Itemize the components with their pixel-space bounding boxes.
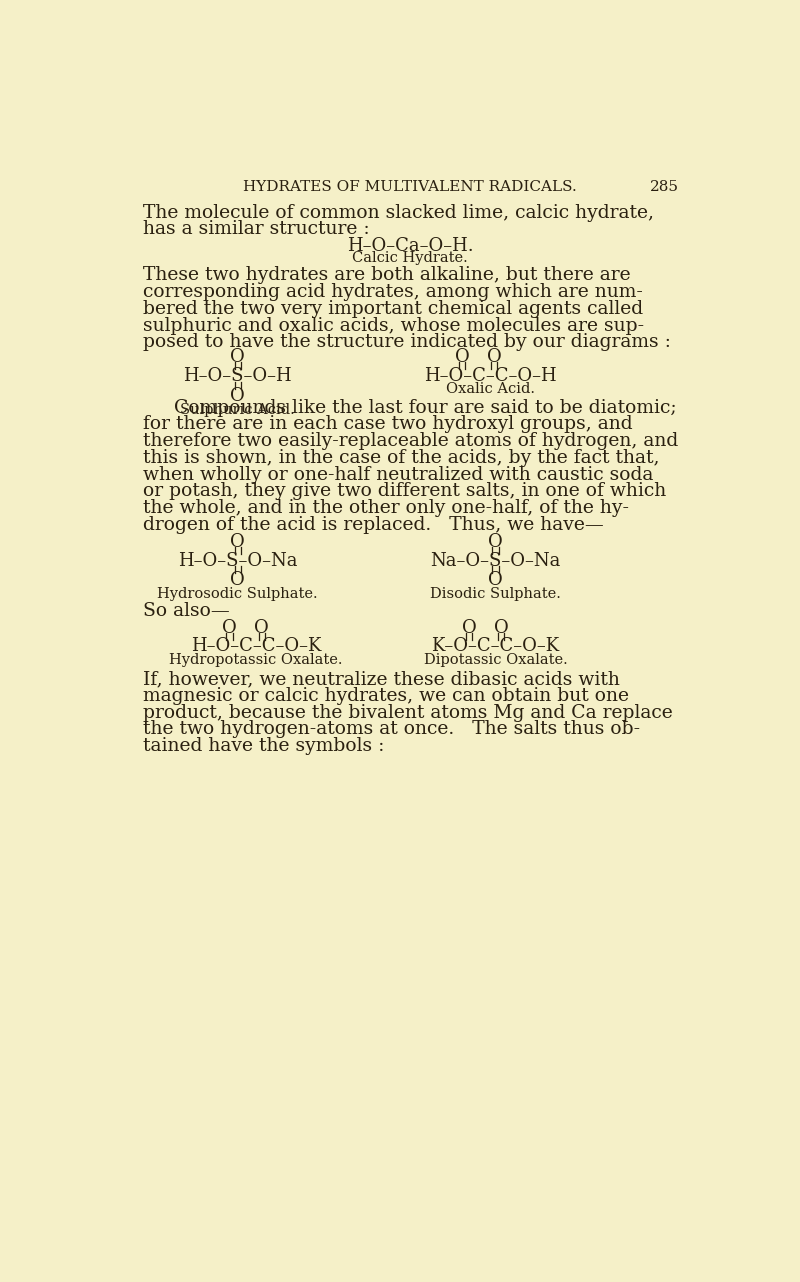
Text: Oxalic Acid.: Oxalic Acid. bbox=[446, 382, 535, 396]
Text: K–O–C–C–O–K: K–O–C–C–O–K bbox=[431, 637, 560, 655]
Text: O: O bbox=[488, 572, 503, 590]
Text: H–O–Ca–O–H.: H–O–Ca–O–H. bbox=[346, 237, 474, 255]
Text: O: O bbox=[230, 572, 245, 590]
Text: These two hydrates are both alkaline, but there are: These two hydrates are both alkaline, bu… bbox=[143, 267, 631, 285]
Text: Hydropotassic Oxalate.: Hydropotassic Oxalate. bbox=[170, 654, 343, 667]
Text: Dipotassic Oxalate.: Dipotassic Oxalate. bbox=[424, 654, 567, 667]
Text: O: O bbox=[230, 387, 245, 405]
Text: O: O bbox=[454, 349, 470, 367]
Text: O: O bbox=[462, 619, 476, 637]
Text: Disodic Sulphate.: Disodic Sulphate. bbox=[430, 587, 561, 601]
Text: bered the two very important chemical agents called: bered the two very important chemical ag… bbox=[143, 300, 643, 318]
Text: Calcic Hydrate.: Calcic Hydrate. bbox=[352, 251, 468, 265]
Text: product, because the bivalent atoms Mg and Ca replace: product, because the bivalent atoms Mg a… bbox=[143, 704, 673, 722]
Text: tained have the symbols :: tained have the symbols : bbox=[143, 737, 385, 755]
Text: H–O–C–C–O–K: H–O–C–C–O–K bbox=[191, 637, 322, 655]
Text: the two hydrogen-atoms at once.   The salts thus ob-: the two hydrogen-atoms at once. The salt… bbox=[143, 720, 641, 738]
Text: HYDRATES OF MULTIVALENT RADICALS.: HYDRATES OF MULTIVALENT RADICALS. bbox=[243, 181, 577, 195]
Text: the whole, and in the other only one-half, of the hy-: the whole, and in the other only one-hal… bbox=[143, 499, 630, 517]
Text: Hydrosodic Sulphate.: Hydrosodic Sulphate. bbox=[158, 587, 318, 601]
Text: therefore two easily-replaceable atoms of hydrogen, and: therefore two easily-replaceable atoms o… bbox=[143, 432, 678, 450]
Text: magnesic or calcic hydrates, we can obtain but one: magnesic or calcic hydrates, we can obta… bbox=[143, 687, 630, 705]
Text: O: O bbox=[488, 533, 503, 551]
Text: corresponding acid hydrates, among which are num-: corresponding acid hydrates, among which… bbox=[143, 283, 643, 301]
Text: Sulphuric Acid.: Sulphuric Acid. bbox=[180, 403, 295, 417]
Text: H–O–S–O–H: H–O–S–O–H bbox=[183, 367, 292, 385]
Text: posed to have the structure indicated by our diagrams :: posed to have the structure indicated by… bbox=[143, 333, 671, 351]
Text: H–O–S–O–Na: H–O–S–O–Na bbox=[178, 551, 298, 569]
Text: this is shown, in the case of the acids, by the fact that,: this is shown, in the case of the acids,… bbox=[143, 449, 660, 467]
Text: sulphuric and oxalic acids, whose molecules are sup-: sulphuric and oxalic acids, whose molecu… bbox=[143, 317, 645, 335]
Text: H–O–C–C–O–H: H–O–C–C–O–H bbox=[424, 367, 557, 385]
Text: when wholly or one-half neutralized with caustic soda: when wholly or one-half neutralized with… bbox=[143, 465, 654, 483]
Text: O: O bbox=[222, 619, 237, 637]
Text: So also—: So also— bbox=[143, 601, 230, 620]
Text: O: O bbox=[494, 619, 509, 637]
Text: or potash, they give two different salts, in one of which: or potash, they give two different salts… bbox=[143, 482, 666, 500]
Text: The molecule of common slacked lime, calcic hydrate,: The molecule of common slacked lime, cal… bbox=[143, 204, 654, 222]
Text: O: O bbox=[230, 533, 245, 551]
Text: O: O bbox=[254, 619, 269, 637]
Text: drogen of the acid is replaced.   Thus, we have—: drogen of the acid is replaced. Thus, we… bbox=[143, 515, 604, 535]
Text: O: O bbox=[230, 349, 245, 367]
Text: If, however, we neutralize these dibasic acids with: If, however, we neutralize these dibasic… bbox=[143, 670, 620, 688]
Text: 285: 285 bbox=[650, 181, 678, 195]
Text: for there are in each case two hydroxyl groups, and: for there are in each case two hydroxyl … bbox=[143, 415, 633, 433]
Text: Compounds like the last four are said to be diatomic;: Compounds like the last four are said to… bbox=[174, 399, 677, 417]
Text: has a similar structure :: has a similar structure : bbox=[143, 219, 370, 238]
Text: O: O bbox=[487, 349, 502, 367]
Text: Na–O–S–O–Na: Na–O–S–O–Na bbox=[430, 551, 561, 569]
